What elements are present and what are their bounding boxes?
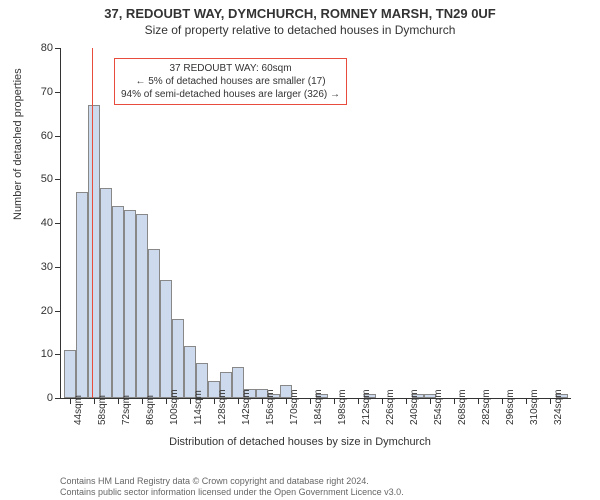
histogram-bar	[100, 188, 112, 398]
y-tick-label: 20	[31, 305, 53, 317]
histogram-bar	[112, 206, 124, 399]
footer-line-2: Contains public sector information licen…	[60, 487, 590, 498]
annotation-line-1: 37 REDOUBT WAY: 60sqm	[121, 62, 340, 75]
histogram-bar	[64, 350, 76, 398]
annotation-line-3: 94% of semi-detached houses are larger (…	[121, 88, 340, 101]
footer-line-1: Contains HM Land Registry data © Crown c…	[60, 476, 590, 487]
y-tick-label: 30	[31, 261, 53, 273]
y-tick-label: 40	[31, 217, 53, 229]
histogram-bar	[136, 214, 148, 398]
page-title: 37, REDOUBT WAY, DYMCHURCH, ROMNEY MARSH…	[0, 0, 600, 21]
y-tick-label: 80	[31, 42, 53, 54]
footer: Contains HM Land Registry data © Crown c…	[60, 476, 590, 498]
histogram-bar	[76, 192, 88, 398]
chart-container: 37, REDOUBT WAY, DYMCHURCH, ROMNEY MARSH…	[0, 0, 600, 500]
annotation-line-2: ← 5% of detached houses are smaller (17)	[121, 75, 340, 88]
histogram-bar	[88, 105, 100, 398]
histogram-bar	[148, 249, 160, 398]
histogram-bar	[124, 210, 136, 398]
page-subtitle: Size of property relative to detached ho…	[0, 21, 600, 37]
y-tick-label: 70	[31, 86, 53, 98]
y-axis-label: Number of detached properties	[12, 68, 24, 220]
x-axis-label: Distribution of detached houses by size …	[0, 436, 600, 448]
y-tick-label: 50	[31, 173, 53, 185]
y-tick-label: 0	[31, 392, 53, 404]
marker-line	[92, 48, 93, 398]
histogram-bar	[172, 319, 184, 398]
histogram-bar	[160, 280, 172, 398]
y-tick-label: 10	[31, 348, 53, 360]
y-tick-label: 60	[31, 130, 53, 142]
annotation-box: 37 REDOUBT WAY: 60sqm ← 5% of detached h…	[114, 58, 347, 105]
